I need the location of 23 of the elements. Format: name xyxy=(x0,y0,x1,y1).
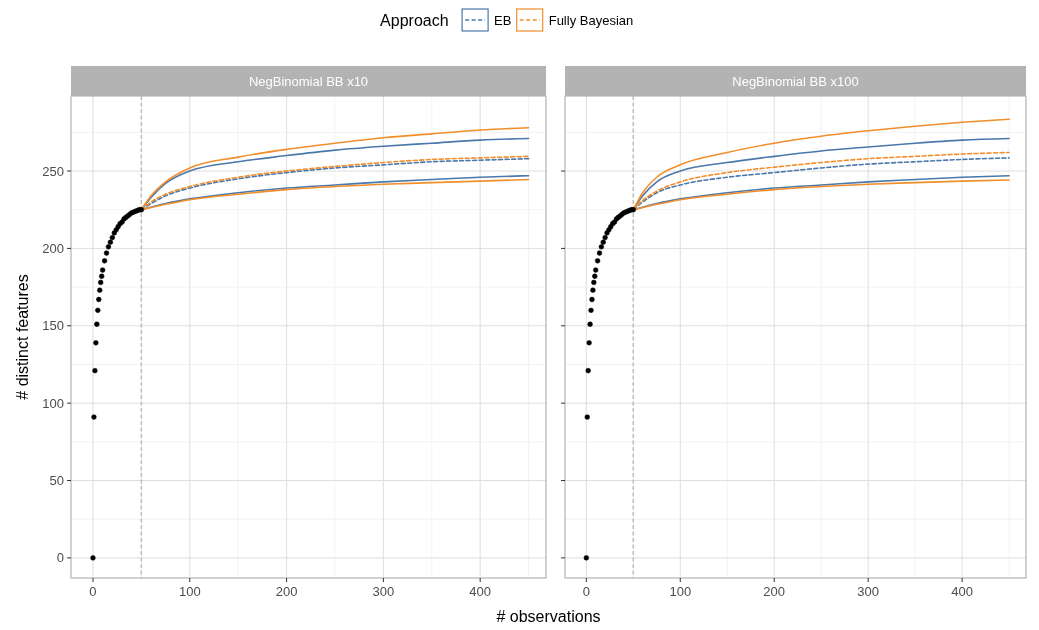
x-axis-title: # observations xyxy=(496,608,601,625)
y-tick-label: 0 xyxy=(56,550,64,566)
y-tick-label: 150 xyxy=(42,318,64,334)
y-tick-label: 50 xyxy=(49,473,64,489)
x-tick-label: 200 xyxy=(763,584,786,599)
y-tick-label: 100 xyxy=(42,395,64,411)
legend-label: EB xyxy=(494,13,512,28)
y-tick-label: 250 xyxy=(42,163,64,179)
x-tick-label: 200 xyxy=(275,584,298,599)
x-tick-label: 0 xyxy=(582,584,590,599)
x-tick-label: 400 xyxy=(951,584,973,599)
x-tick-label: 0 xyxy=(89,584,97,599)
chart-title: NegBinomial BB x100 xyxy=(732,73,859,89)
legend-label: Fully Bayesian xyxy=(548,13,634,28)
legend-title: Approach xyxy=(380,12,449,29)
x-tick-label: 400 xyxy=(469,584,492,599)
x-tick-label: 300 xyxy=(372,584,395,599)
y-tick-label: 200 xyxy=(42,240,64,256)
x-tick-label: 300 xyxy=(857,584,880,599)
x-tick-label: 100 xyxy=(669,584,692,599)
x-tick-label: 100 xyxy=(178,584,201,599)
chart-title: NegBinomial BB x10 xyxy=(248,73,369,89)
y-axis-title: # distinct features xyxy=(14,274,31,400)
